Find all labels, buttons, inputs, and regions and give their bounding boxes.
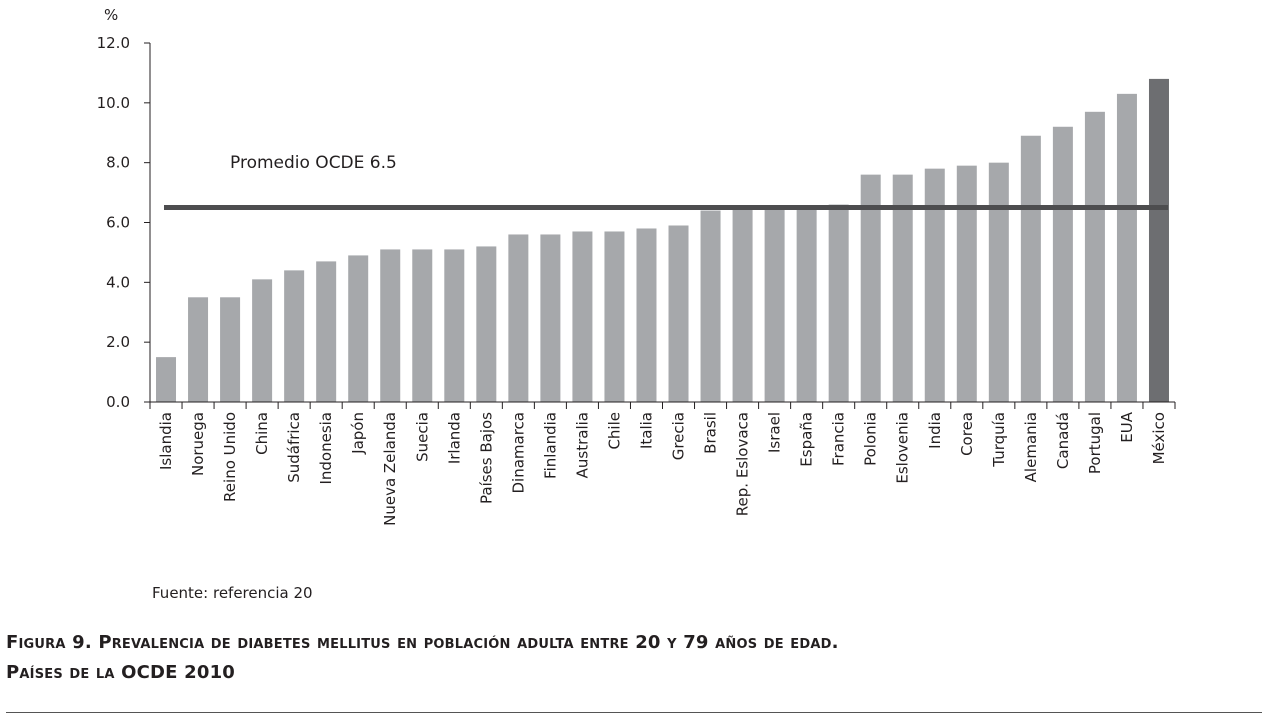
y-unit-label: % [104,6,118,24]
y-tick-label: 0.0 [106,393,130,411]
x-tick-label: Eslovenia [894,412,912,484]
x-tick-label: Países Bajos [477,412,495,504]
figure-caption: Figura 9. Prevalencia de diabetes mellit… [6,628,839,688]
caption-line-2: Países de la OCDE 2010 [6,662,236,683]
bar-19 [764,207,785,402]
bar-30 [1116,93,1137,402]
bar-11 [508,234,529,402]
bottom-rule [6,712,1262,713]
average-group: Promedio OCDE 6.5 [164,153,1168,211]
x-tick-label: Brasil [702,412,720,454]
x-tick-label: Israel [766,412,784,453]
x-tick-label: Italia [637,412,655,449]
bar-10 [476,246,497,402]
bar-21 [828,204,849,402]
bar-18 [732,207,753,402]
bar-3 [252,279,273,402]
x-tick-label: Turquía [990,412,1008,468]
x-tick-label: Chile [605,412,623,450]
x-tick-label: Portugal [1086,412,1104,474]
x-tick-label: Sudáfrica [285,412,303,483]
y-tick-label: 10.0 [97,94,130,112]
x-tick-label: Suecia [413,412,431,462]
x-tick-label: Corea [958,412,976,456]
x-tick-label: Indonesia [317,412,335,485]
y-tick-label: 6.0 [106,214,130,232]
bar-15 [636,228,657,402]
x-tick-label: México [1150,412,1168,464]
x-tick-label: Islandia [157,412,175,470]
bar-12 [540,234,561,402]
x-tick-label: Alemania [1022,412,1040,482]
bar-7 [380,249,401,402]
x-tick-label: Finlandia [541,412,559,479]
bar-4 [284,270,305,402]
bar-8 [412,249,433,402]
bar-24 [924,168,945,402]
bar-1 [188,297,209,402]
bar-13 [572,231,593,402]
x-tick-label: Francia [830,412,848,466]
bar-20 [796,207,817,402]
x-axis: Islandia Noruega Reino Unido China Sudáfrica… [149,401,1176,526]
bars [156,78,1169,403]
bar-22 [860,174,881,402]
bar-29 [1084,111,1105,402]
x-tick-label: Reino Unido [221,412,239,502]
y-axis: 0.0 2.0 4.0 6.0 8.0 10.0 12.0 [97,34,151,411]
x-tick-label: EUA [1118,411,1136,442]
x-tick-label: India [926,412,944,449]
y-tick-label: 2.0 [106,333,130,351]
x-tick-label: Dinamarca [509,412,527,494]
bar-27 [1020,135,1041,402]
caption-line-1: Figura 9. Prevalencia de diabetes mellit… [6,632,839,653]
x-tick-label: China [253,412,271,455]
source-note: Fuente: referencia 20 [152,584,313,602]
x-tick-label: Rep. Eslovaca [734,412,752,516]
x-tick-label: Noruega [189,412,207,476]
bar-28 [1052,126,1073,403]
bar-17 [700,210,721,402]
bar-26 [988,162,1009,402]
x-tick-label: Japón [349,412,367,455]
bar-16 [668,225,689,402]
bar-31 [1148,78,1169,403]
x-tick-label: España [798,412,816,467]
x-tick-label: Irlanda [445,412,463,464]
bar-2 [220,297,241,402]
y-tick-label: 8.0 [106,154,130,172]
x-tick-label: Nueva Zelanda [381,412,399,526]
x-tick-label: Polonia [862,412,880,466]
bar-23 [892,174,913,402]
bar-0 [156,357,177,402]
x-tick-label: Grecia [670,412,688,460]
y-tick-label: 4.0 [106,273,130,291]
bar-6 [348,255,369,402]
x-tick-label: Canadá [1054,412,1072,469]
bar-chart: % 0.0 2.0 4.0 6.0 8.0 10.0 12.0 Islandia Norueg… [97,6,1176,526]
y-tick-label: 12.0 [97,34,130,52]
x-tick-label: Australia [573,412,591,478]
bar-5 [316,261,337,402]
bar-9 [444,249,465,402]
bar-14 [604,231,625,402]
bar-25 [956,165,977,402]
average-label: Promedio OCDE 6.5 [230,153,397,173]
